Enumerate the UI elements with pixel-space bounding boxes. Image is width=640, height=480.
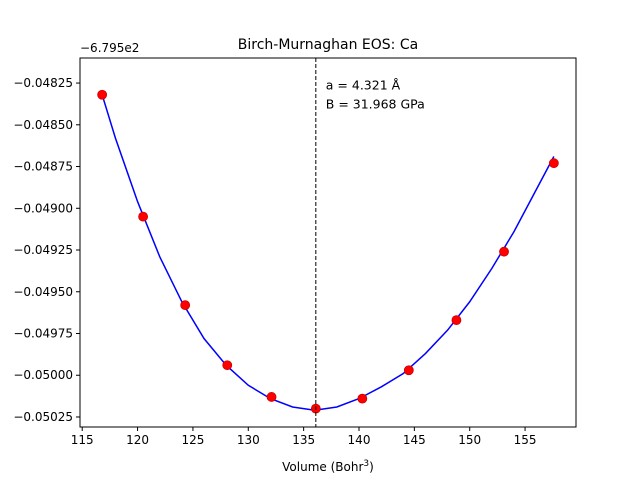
x-tick-label: 130 — [237, 433, 260, 447]
x-tick-label: 125 — [181, 433, 204, 447]
data-point — [222, 360, 233, 371]
y-tick-label: −0.04875 — [13, 160, 73, 174]
plot-area — [80, 58, 576, 427]
plot-frame — [79, 57, 577, 428]
fit-curve-layer — [101, 94, 555, 412]
x-tick-label: 145 — [403, 433, 426, 447]
chart-title: Birch-Murnaghan EOS: Ca — [238, 37, 418, 53]
data-point — [548, 158, 559, 169]
x-tick-label: 120 — [126, 433, 149, 447]
y-offset-label: −6.795e2 — [80, 41, 139, 55]
data-point — [451, 315, 462, 326]
data-points-layer — [97, 89, 559, 414]
data-point — [403, 365, 414, 376]
fit-annotation: a = 4.321 Å B = 31.968 GPa — [326, 78, 425, 112]
y-tick-label: −0.04950 — [13, 285, 73, 299]
x-tick-label: 150 — [458, 433, 481, 447]
x-axis: 115 120 125 130 135 140 145 150 155 — [71, 427, 537, 447]
y-tick-label: −0.04825 — [13, 76, 73, 90]
fit-curve — [101, 94, 555, 412]
data-point — [266, 392, 277, 402]
x-axis-label: Volume (Bohr3) — [282, 459, 374, 474]
x-tick-label: 140 — [348, 433, 371, 447]
x-axis-label-sup: 3 — [363, 459, 369, 469]
data-point — [138, 211, 149, 222]
y-tick-label: −0.05025 — [13, 410, 73, 424]
data-point — [97, 89, 108, 100]
bulk-modulus-label: B = 31.968 GPa — [326, 97, 425, 112]
y-axis: −0.04825 −0.04850 −0.04875 −0.04900 −0.04925… — [13, 76, 80, 424]
y-tick-label: −0.04975 — [13, 326, 73, 340]
y-tick-label: −0.04850 — [13, 118, 73, 132]
y-tick-label: −0.04925 — [13, 243, 73, 257]
x-tick-label: 155 — [514, 433, 537, 447]
x-tick-label: 115 — [71, 433, 94, 447]
y-tick-label: −0.05000 — [13, 368, 73, 382]
data-point — [499, 246, 509, 257]
data-point — [180, 300, 191, 311]
x-axis-label-main: Volume (Bohr — [282, 460, 363, 474]
y-tick-label: −0.04900 — [13, 201, 73, 215]
lattice-constant-label: a = 4.321 Å — [326, 78, 401, 93]
data-point — [357, 393, 368, 404]
x-tick-label: 135 — [292, 433, 315, 447]
x-axis-label-close: ) — [369, 460, 374, 474]
